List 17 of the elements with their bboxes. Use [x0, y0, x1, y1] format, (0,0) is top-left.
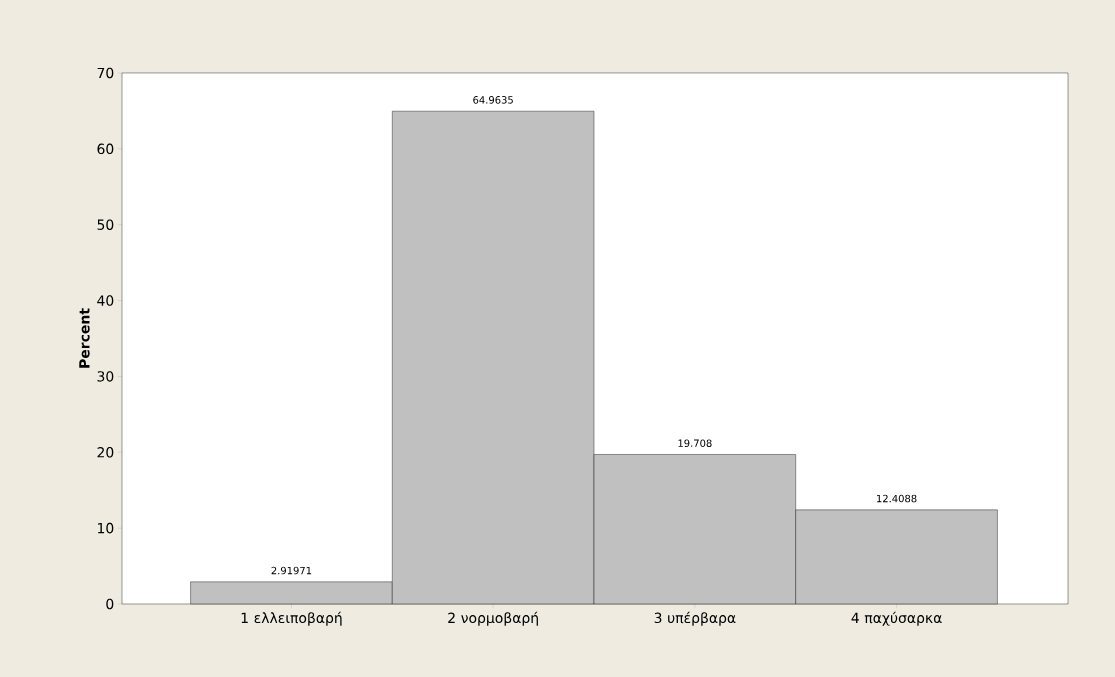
x-tick-label: 4 παχύσαρκα: [851, 611, 942, 626]
x-tick-label: 3 υπέρβαρα: [654, 611, 736, 626]
x-tick-label: 1 ελλειποβαρή: [241, 611, 342, 626]
y-tick-label: 40: [97, 295, 114, 306]
data-label: 19.708: [678, 439, 712, 447]
data-label: 12.4088: [877, 494, 917, 503]
y-tick-label: 50: [97, 219, 114, 230]
y-tick-label: 30: [97, 371, 114, 382]
y-tick-label: 0: [106, 598, 114, 610]
y-tick-label: 60: [97, 143, 114, 155]
y-tick-label: 20: [97, 446, 114, 458]
x-tick-label: 2 νορμοβαρή: [448, 611, 538, 626]
y-axis-title: Percent: [79, 308, 90, 368]
data-label: 64.9635: [473, 96, 513, 104]
y-tick-label: 10: [98, 522, 114, 534]
y-tick-label: 70: [97, 67, 114, 79]
data-label: 2.91971: [271, 566, 312, 575]
